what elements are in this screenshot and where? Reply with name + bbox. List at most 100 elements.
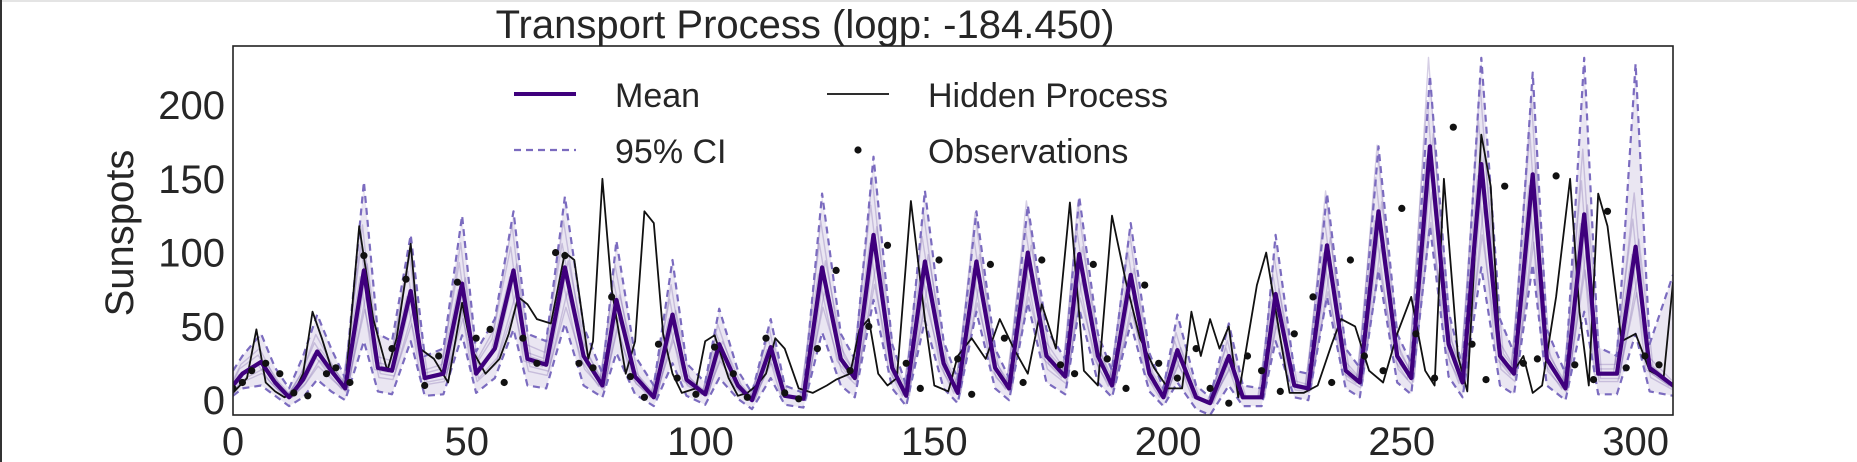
chart-title: Transport Process (logp: -184.450) xyxy=(496,3,1115,47)
observation-point xyxy=(402,275,410,283)
window-top-border xyxy=(0,0,1857,2)
observation-point xyxy=(1243,352,1252,360)
observation-point xyxy=(1412,330,1420,338)
observation-point xyxy=(1000,334,1009,342)
observation-point xyxy=(421,381,429,390)
sample-trace-4 xyxy=(233,221,1673,403)
y-tick-label: 150 xyxy=(158,158,225,202)
observation-point xyxy=(435,352,443,360)
observation-point xyxy=(883,241,892,249)
observation-point xyxy=(968,390,976,398)
observation-point xyxy=(608,293,616,301)
ci-upper-line xyxy=(233,56,1673,399)
observation-point xyxy=(1173,374,1181,382)
x-tick-label: 150 xyxy=(901,420,968,462)
observation-point xyxy=(1206,384,1214,392)
observation-point xyxy=(589,364,597,372)
observation-point xyxy=(1501,182,1509,190)
observation-point xyxy=(1360,352,1368,360)
observation-point xyxy=(533,359,541,367)
observation-point xyxy=(575,359,583,367)
x-tick-label: 100 xyxy=(667,420,734,462)
ci-band xyxy=(233,57,1673,415)
observation-point xyxy=(1533,355,1541,363)
observation-point xyxy=(935,256,943,264)
observation-point xyxy=(1431,374,1439,382)
x-tick-label: 0 xyxy=(222,420,244,462)
y-axis-label: Sunspots xyxy=(98,150,142,317)
x-tick-label: 50 xyxy=(445,420,490,462)
observation-point xyxy=(1346,256,1354,264)
observation-point xyxy=(1192,345,1200,353)
window-left-border xyxy=(0,0,2,462)
observation-point xyxy=(276,370,284,378)
observation-point xyxy=(500,378,508,387)
observation-point xyxy=(954,355,962,363)
observation-point xyxy=(781,389,789,397)
observation-point xyxy=(1379,367,1387,375)
y-tick-label: 50 xyxy=(181,305,226,349)
observation-point xyxy=(1468,340,1476,348)
observation-point xyxy=(1258,367,1266,375)
observation-point xyxy=(1056,361,1065,369)
observation-point xyxy=(640,393,649,401)
observation-point xyxy=(1276,387,1284,395)
observation-point xyxy=(304,392,312,400)
observation-point xyxy=(322,370,331,378)
observation-point xyxy=(1290,330,1298,338)
observation-point xyxy=(332,364,340,372)
observation-point xyxy=(1038,256,1046,264)
y-tick-label: 100 xyxy=(158,232,225,276)
observation-point xyxy=(290,389,298,397)
observation-point xyxy=(1071,370,1079,378)
legend-label: Hidden Process xyxy=(928,77,1168,115)
observation-point xyxy=(1309,293,1317,301)
observation-point xyxy=(1519,359,1527,367)
axis-ticks: 0 50 100 150 200 250 300 0 50 100 150 200 xyxy=(158,84,1669,462)
observation-point xyxy=(865,322,873,330)
plot-frame xyxy=(232,45,1674,416)
observation-point xyxy=(902,359,910,367)
observation-point xyxy=(795,395,803,403)
observation-point xyxy=(472,334,480,342)
observation-point xyxy=(729,370,737,378)
mean-line xyxy=(233,144,1673,406)
observation-point xyxy=(1328,378,1336,387)
observation-point xyxy=(832,266,840,274)
observation-point xyxy=(743,393,751,401)
plot-series-group xyxy=(233,56,1673,415)
observation-point xyxy=(453,278,461,286)
observation-point xyxy=(1089,260,1097,268)
observation-point xyxy=(762,334,770,342)
observation-point xyxy=(486,325,494,333)
observation-point xyxy=(1155,359,1163,367)
observation-point xyxy=(1398,204,1406,212)
x-tick-label: 300 xyxy=(1602,420,1669,462)
observation-point xyxy=(248,367,256,375)
observation-point xyxy=(846,367,854,375)
plot-area xyxy=(232,45,1674,416)
observation-point xyxy=(519,334,527,342)
observation-point xyxy=(711,343,719,351)
legend: Mean 95% CI Hidden Process Observations xyxy=(514,77,1168,171)
observation-point xyxy=(916,384,924,392)
observation-point xyxy=(1589,376,1598,384)
observation-point xyxy=(986,260,995,268)
observation-point xyxy=(561,252,569,260)
observation-point xyxy=(626,373,635,381)
observation-point xyxy=(1603,207,1612,215)
observation-point xyxy=(233,384,237,392)
sample-trace-5 xyxy=(233,158,1670,404)
observation-point xyxy=(262,359,270,367)
observation-point xyxy=(1019,378,1027,387)
x-tick-label: 200 xyxy=(1135,420,1202,462)
observation-point xyxy=(1141,281,1149,289)
observation-point xyxy=(1641,352,1649,360)
observation-point xyxy=(813,345,822,353)
observation-point xyxy=(1225,399,1233,407)
observation-point xyxy=(388,345,396,353)
observation-point xyxy=(238,378,246,387)
observation-point xyxy=(346,378,354,387)
